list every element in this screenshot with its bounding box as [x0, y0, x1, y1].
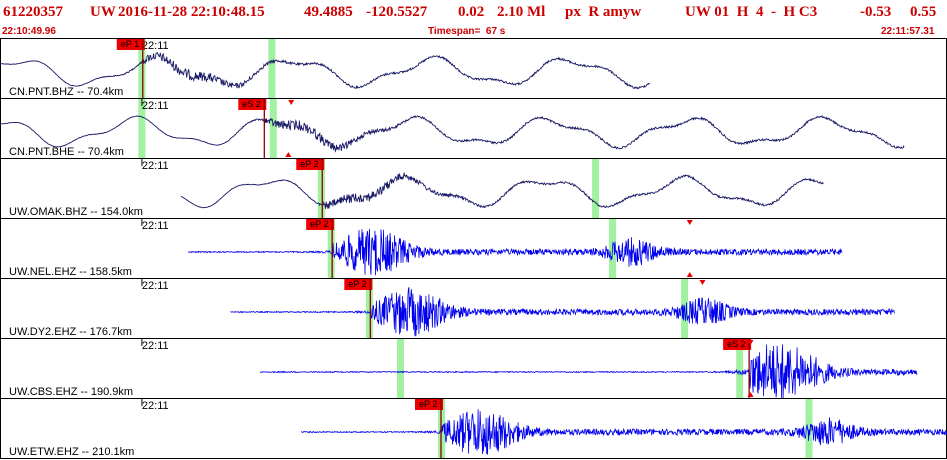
trace-panel: 22:11 eS 2 UW.CBS.EHZ -- 190.9km	[0, 338, 947, 399]
arrival-marker-up	[747, 392, 754, 397]
minute-tick-label: 22:11	[142, 100, 169, 112]
minute-tick-label: 22:11	[142, 280, 169, 292]
event-version: UW 01 H 4 - H C3	[685, 4, 818, 20]
highlight-bar	[736, 339, 744, 398]
pick-box	[723, 339, 752, 350]
pick-label: eP 2	[348, 279, 366, 289]
timespan-label: Timespan= 67 s	[428, 26, 506, 37]
arrival-marker-down	[699, 280, 706, 285]
highlight-bar	[397, 339, 405, 398]
highlight-bar	[138, 39, 146, 98]
event-magnitude: 2.10 Ml	[497, 4, 546, 20]
waveform-trace	[230, 287, 895, 337]
pick-label: eP 1	[121, 39, 139, 49]
highlight-bar	[805, 399, 813, 458]
waveform-trace	[301, 409, 947, 455]
station-label: CN.PNT.BHZ -- 70.4km	[9, 86, 123, 98]
pick-label: eP 2	[419, 399, 437, 409]
pick-box	[116, 39, 145, 50]
window-end-time: 22:11:57.31	[881, 26, 935, 37]
highlight-bar	[138, 99, 146, 158]
waveform-trace	[259, 344, 918, 399]
event-header: 61220357 UW 2016-11-28 22:10:48.15 49.48…	[0, 0, 947, 26]
pick-box	[306, 219, 335, 230]
arrival-marker-up	[285, 152, 292, 157]
highlight-bar	[268, 39, 276, 98]
minute-tick-label: 22:11	[142, 340, 169, 352]
highlight-bar	[327, 219, 335, 278]
event-value-1: -0.53	[860, 4, 892, 20]
pick-label: eS 2	[242, 99, 261, 109]
station-label: CN.PNT.BHE -- 70.4km	[9, 146, 124, 158]
trace-panel: 22:11 eP 2 UW.NEL.EHZ -- 158.5km	[0, 218, 947, 279]
event-longitude: -120.5527	[366, 4, 428, 20]
highlight-bar	[269, 99, 277, 158]
event-latitude: 49.4885	[304, 4, 353, 20]
window-start-time: 22:10:49.96	[2, 26, 56, 37]
minute-tick-label: 22:11	[142, 160, 169, 172]
arrival-marker-down	[288, 100, 295, 105]
event-network: UW	[90, 4, 116, 20]
highlight-bar	[365, 279, 373, 338]
trace-panel: 22:11 eP 2 UW.DY2.EHZ -- 176.7km	[0, 278, 947, 339]
event-datetime: 2016-11-28 22:10:48.15	[118, 4, 265, 20]
pick-box	[414, 399, 443, 410]
waveform-trace	[0, 114, 905, 153]
pick-box	[296, 159, 325, 170]
highlight-bar	[317, 159, 325, 218]
station-label: UW.OMAK.BHZ -- 154.0km	[9, 206, 143, 218]
waveform-trace	[0, 51, 650, 90]
minute-tick-label: 22:11	[142, 220, 169, 232]
event-value-2: 0.55	[910, 4, 937, 20]
pick-label: eP 2	[310, 219, 328, 229]
station-label: UW.ETW.EHZ -- 210.1km	[9, 446, 134, 458]
arrival-marker-up	[686, 272, 693, 277]
trace-panel: 22:11 eP 2 UW.OMAK.BHZ -- 154.0km	[0, 158, 947, 219]
event-id: 61220357	[3, 4, 63, 20]
pick-box	[344, 279, 373, 290]
pick-label: eS 2	[727, 339, 746, 349]
minute-tick-label: 22:11	[142, 400, 169, 412]
arrival-marker-down	[747, 340, 754, 345]
pick-box	[238, 99, 267, 110]
event-flags: px R amyw	[565, 4, 642, 20]
waveform-trace	[180, 172, 824, 209]
highlight-bar	[592, 159, 600, 218]
trace-panel: 22:11 eS 2 CN.PNT.BHE -- 70.4km	[0, 98, 947, 159]
arrival-marker-down	[686, 220, 693, 225]
station-label: UW.DY2.EHZ -- 176.7km	[9, 326, 132, 338]
event-depth: 0.02	[458, 4, 485, 20]
station-label: UW.CBS.EHZ -- 190.9km	[9, 386, 133, 398]
waveform-trace	[187, 228, 843, 276]
pick-label: eP 2	[300, 159, 318, 169]
minute-tick-label: 22:11	[142, 40, 169, 52]
station-label: UW.NEL.EHZ -- 158.5km	[9, 266, 132, 278]
trace-panel: 22:11 eP 2 UW.ETW.EHZ -- 210.1km	[0, 398, 947, 459]
